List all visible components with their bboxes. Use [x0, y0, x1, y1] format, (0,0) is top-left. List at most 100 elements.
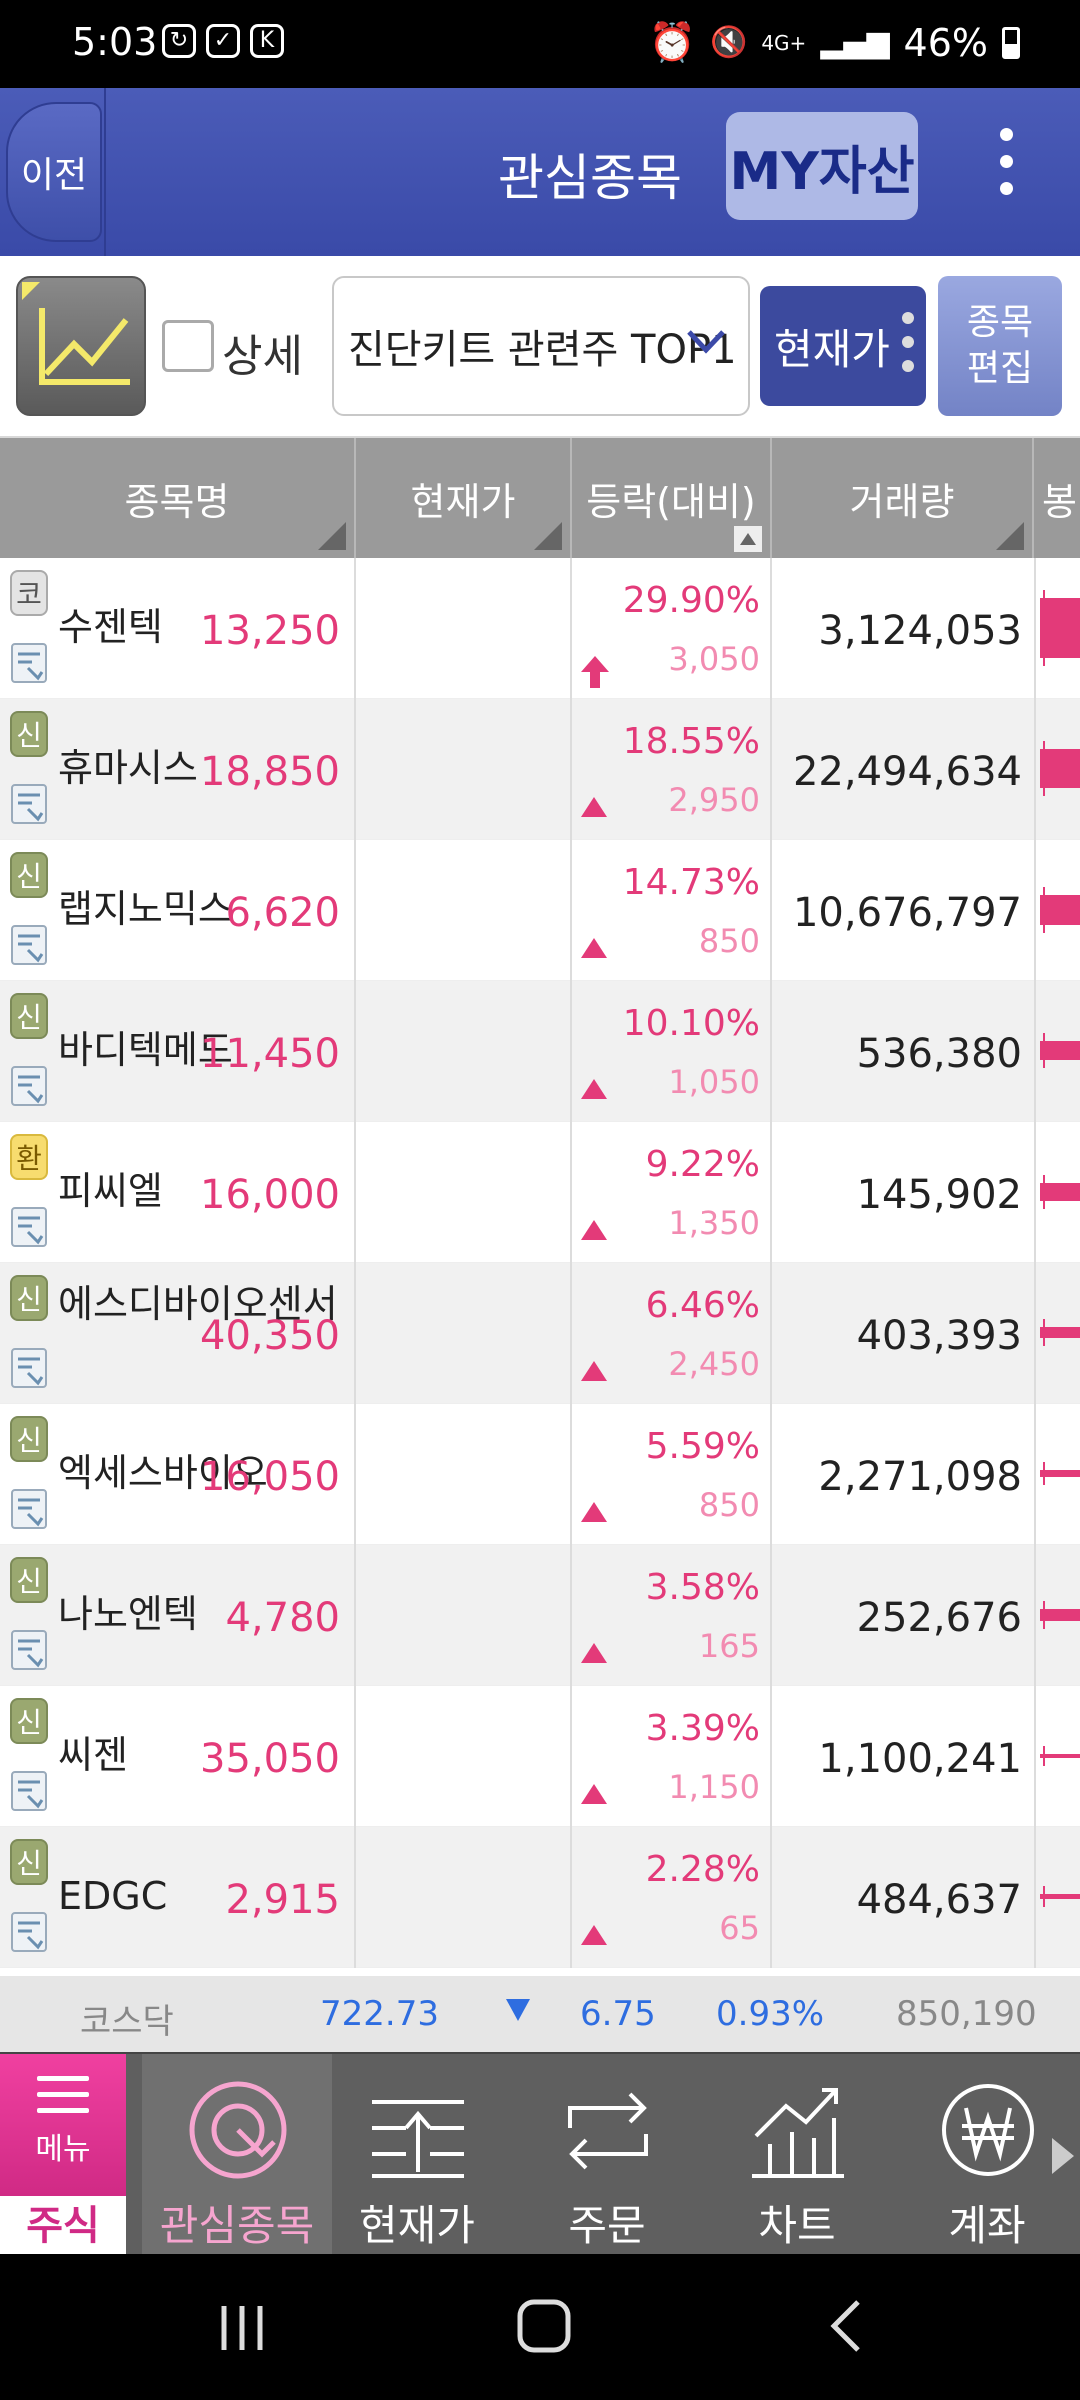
nav-watchlist[interactable]: 관심종목: [142, 2054, 332, 2256]
table-row[interactable]: 신 씨젠 35,050 3.39% 1,150 1,100,241: [0, 1686, 1080, 1827]
stock-price: 2,915: [225, 1877, 340, 1923]
column-header-price[interactable]: 현재가: [356, 438, 572, 558]
stock-info-icon[interactable]: [10, 1770, 48, 1812]
edit-stocks-label-line2: 편집: [966, 348, 1034, 389]
index-pct: 0.93%: [716, 1994, 825, 2034]
stock-info-icon[interactable]: [10, 1488, 48, 1530]
stock-volume: 10,676,797: [792, 890, 1022, 936]
menu-button[interactable]: 메뉴: [0, 2054, 126, 2196]
stock-price: 16,000: [200, 1172, 340, 1218]
header-divider: [104, 88, 106, 256]
table-row[interactable]: 신 엑세스바이오 16,050 5.59% 850 2,271,098: [0, 1404, 1080, 1545]
market-index-bar[interactable]: 코스닥 722.73 6.75 0.93% 850,190: [0, 1976, 1080, 2052]
stock-volume: 2,271,098: [818, 1454, 1022, 1500]
back-nav-icon[interactable]: [826, 2298, 866, 2354]
stock-volume: 145,902: [856, 1172, 1022, 1218]
candle-mark: [1040, 1746, 1080, 1766]
column-divider: [570, 981, 572, 1122]
candle-mark: [1040, 1175, 1080, 1209]
back-button[interactable]: 이전: [6, 102, 102, 242]
stock-name: EDGC: [58, 1874, 168, 1918]
stock-category-tab[interactable]: 주식: [26, 2203, 100, 2249]
stock-info-icon[interactable]: [10, 642, 48, 684]
table-row[interactable]: 신 에스디바이오센서 40,350 6.46% 2,450 403,393: [0, 1263, 1080, 1404]
stock-change-pct: 6.46%: [645, 1285, 760, 1326]
market-badge: 신: [10, 1275, 48, 1321]
sort-corner-icon: [318, 522, 346, 550]
stock-info-icon[interactable]: [10, 783, 48, 825]
table-row[interactable]: 신 랩지노믹스 6,620 14.73% 850 10,676,797: [0, 840, 1080, 981]
stock-name: 나노엔텍: [58, 1592, 198, 1636]
signal-icon: ▂▄▆: [820, 25, 890, 60]
column-divider: [1034, 840, 1036, 981]
nav-order[interactable]: 주문: [512, 2054, 702, 2256]
sort-corner-icon: [996, 522, 1024, 550]
column-divider: [354, 1263, 356, 1404]
table-row[interactable]: 환 피씨엘 16,000 9.22% 1,350 145,902: [0, 1122, 1080, 1263]
up-triangle-icon: [580, 1218, 608, 1246]
column-header-name-label: 종목명: [124, 479, 230, 524]
stock-change-diff: 1,050: [668, 1063, 760, 1101]
nav-more-arrow-icon[interactable]: [1052, 2138, 1074, 2174]
mute-icon: 🔇: [709, 25, 748, 60]
more-options-icon[interactable]: [1000, 128, 1016, 209]
column-header-candle[interactable]: 봉: [1034, 438, 1080, 558]
column-divider: [570, 1545, 572, 1686]
market-badge: 신: [10, 1839, 48, 1885]
column-divider: [354, 1122, 356, 1263]
column-header-volume-label: 거래량: [849, 479, 955, 524]
column-divider: [1034, 558, 1036, 699]
chart-icon: [752, 2088, 844, 2178]
detail-checkbox[interactable]: [162, 320, 214, 372]
watchlist-group-select[interactable]: 진단키트 관련주 TOP1: [332, 276, 750, 416]
stock-volume: 252,676: [856, 1595, 1022, 1641]
detail-checkbox-label: 상세: [222, 331, 303, 382]
mini-chart-toggle-button[interactable]: [16, 276, 146, 416]
column-header-change[interactable]: 등락(대비): [572, 438, 772, 558]
recent-apps-icon[interactable]: [216, 2302, 268, 2354]
stock-change-pct: 3.39%: [645, 1708, 760, 1749]
stock-info-icon[interactable]: [10, 924, 48, 966]
stock-info-icon[interactable]: [10, 1065, 48, 1107]
nav-chart-label: 차트: [758, 2201, 836, 2250]
column-divider: [354, 1404, 356, 1545]
column-divider: [570, 1263, 572, 1404]
stock-change-pct: 29.90%: [622, 580, 760, 621]
column-header-name[interactable]: 종목명: [0, 438, 356, 558]
sync-notification-icon: ↻: [162, 24, 196, 58]
market-badge: 신: [10, 1557, 48, 1603]
index-change: 6.75: [580, 1994, 656, 2034]
my-assets-button[interactable]: MY자산: [726, 112, 918, 220]
price-icon: [372, 2100, 464, 2178]
table-row[interactable]: 신 휴마시스 18,850 18.55% 2,950 22,494,634: [0, 699, 1080, 840]
stock-info-icon[interactable]: [10, 1629, 48, 1671]
order-icon: [568, 2092, 648, 2170]
column-divider: [570, 1686, 572, 1827]
column-header-volume[interactable]: 거래량: [772, 438, 1034, 558]
stock-name: 휴마시스: [58, 746, 198, 790]
stock-info-icon[interactable]: [10, 1347, 48, 1389]
candle-mark: [1040, 1033, 1080, 1068]
table-row[interactable]: 신 EDGC 2,915 2.28% 65 484,637: [0, 1827, 1080, 1968]
nav-account[interactable]: 계좌: [892, 2054, 1080, 2256]
candle-mark: [1040, 887, 1080, 933]
edit-stocks-label-line1: 종목: [966, 302, 1034, 343]
stock-change-pct: 10.10%: [622, 1003, 760, 1044]
column-divider: [570, 699, 572, 840]
app-notification-icon: K: [250, 24, 284, 58]
table-row[interactable]: 신 나노엔텍 4,780 3.58% 165 252,676: [0, 1545, 1080, 1686]
table-row[interactable]: 신 바디텍메드 11,450 10.10% 1,050 536,380: [0, 981, 1080, 1122]
nav-current-price-label: 현재가: [359, 2201, 475, 2250]
column-divider: [570, 1827, 572, 1968]
candle-mark: [1040, 1601, 1080, 1629]
home-icon[interactable]: [516, 2298, 572, 2354]
view-mode-button[interactable]: 현재가: [760, 286, 926, 406]
stock-change-pct: 14.73%: [622, 862, 760, 903]
stock-info-icon[interactable]: [10, 1206, 48, 1248]
nav-chart[interactable]: 차트: [702, 2054, 892, 2256]
column-divider: [770, 840, 772, 981]
nav-current-price[interactable]: 현재가: [322, 2054, 512, 2256]
edit-stocks-button[interactable]: 종목 편집: [938, 276, 1062, 416]
table-row[interactable]: 코 수젠텍 13,250 29.90% 3,050 3,124,053: [0, 558, 1080, 699]
stock-info-icon[interactable]: [10, 1911, 48, 1953]
